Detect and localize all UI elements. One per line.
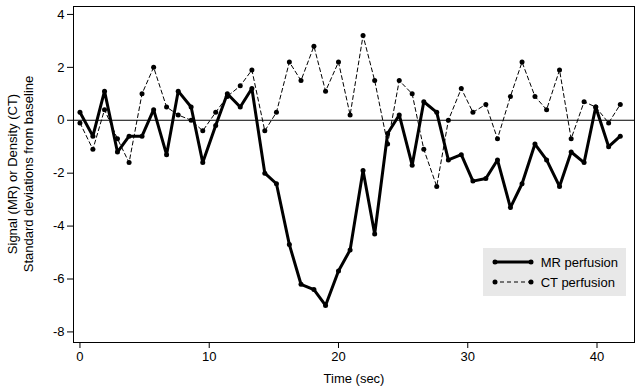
html-text:CT perfusion: CT perfusion: [540, 274, 615, 290]
svg-text:-8: -8: [53, 324, 65, 339]
svg-text:-4: -4: [53, 218, 65, 233]
svg-text:40: 40: [590, 349, 604, 364]
svg-text:Time (sec): Time (sec): [324, 371, 385, 386]
svg-text:30: 30: [461, 349, 475, 364]
svg-text:-6: -6: [53, 271, 65, 286]
html-text:MR perfusion: MR perfusion: [540, 254, 618, 270]
svg-text:0: 0: [57, 112, 64, 127]
svg-text:Standard deviations from basel: Standard deviations from baseline: [21, 76, 36, 273]
svg-text:10: 10: [202, 349, 216, 364]
svg-text:0: 0: [76, 349, 83, 364]
svg-text:Signal (MR) or Density (CT): Signal (MR) or Density (CT): [5, 94, 20, 254]
svg-text:-2: -2: [53, 165, 65, 180]
svg-text:20: 20: [331, 349, 345, 364]
svg-text:4: 4: [57, 7, 64, 22]
svg-text:2: 2: [57, 60, 64, 75]
